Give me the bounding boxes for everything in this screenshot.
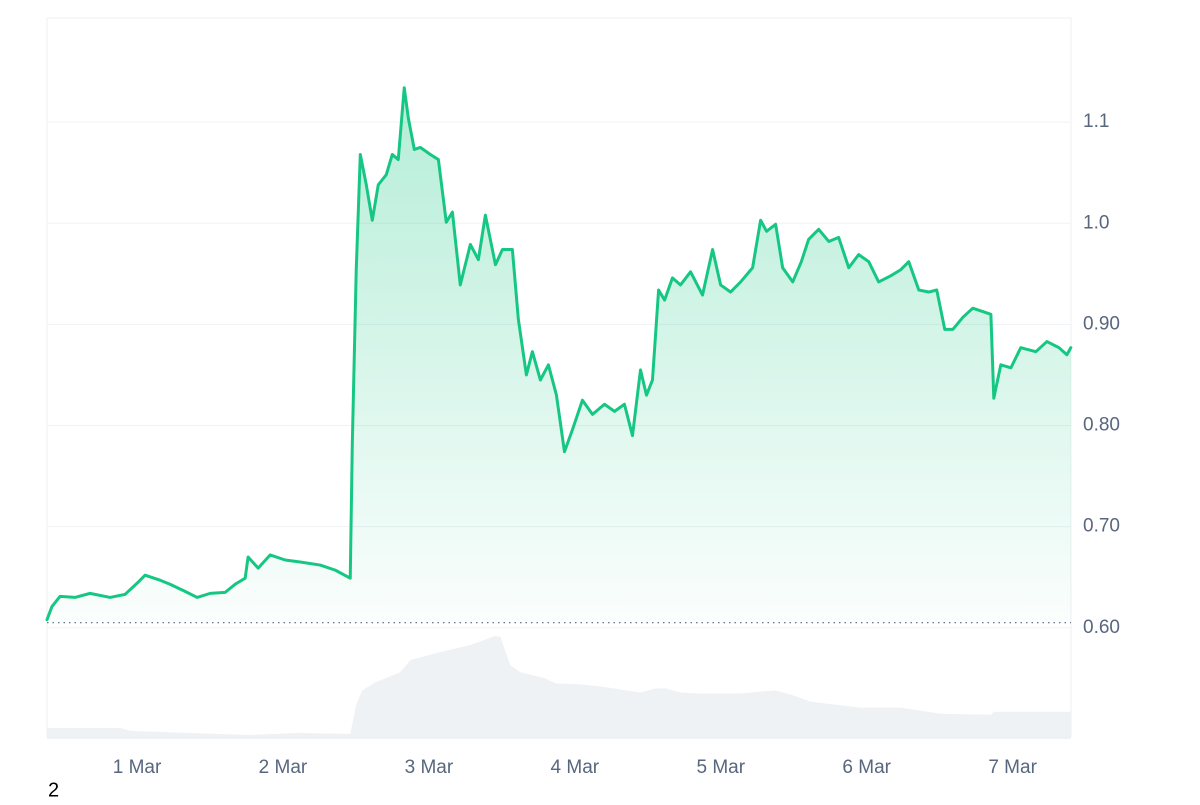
price-line [45,86,1073,622]
y-tick-label: 1.1 [1083,111,1109,132]
x-tick-label: 4 Mar [551,757,600,778]
x-tick-label: 5 Mar [696,757,745,778]
x-tick-label: 6 Mar [842,757,891,778]
x-tick-label: 3 Mar [405,757,454,778]
x-tick-label: 7 Mar [988,757,1037,778]
y-tick-label: 0.80 [1083,415,1120,436]
x-tick-label: 2 Mar [259,757,308,778]
plot [45,86,1073,739]
y-tick-label: 0.70 [1083,516,1120,537]
price-area [47,87,1071,623]
y-tick-label: 0.60 [1083,617,1120,638]
page-label: 2 [48,779,59,800]
x-tick-label: 1 Mar [113,757,162,778]
volume-area [47,635,1071,739]
y-tick-label: 0.90 [1083,313,1120,334]
labels: 0.60 0.70 0.80 0.90 1.0 1.1 1 Mar 2 Mar 3 Mar 4 M… [113,111,1120,778]
y-tick-label: 1.0 [1083,212,1109,233]
